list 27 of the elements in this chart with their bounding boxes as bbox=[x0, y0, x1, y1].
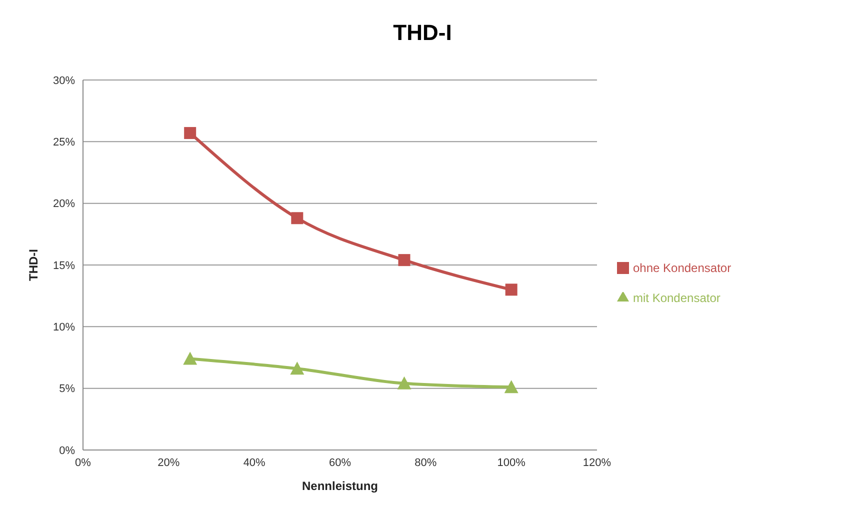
point bbox=[505, 284, 518, 296]
chart-title: THD-I bbox=[392, 19, 453, 47]
legend-label: ohne Kondensator bbox=[633, 260, 732, 274]
point bbox=[504, 380, 518, 394]
point bbox=[291, 212, 304, 224]
x-tick-label: 100% bbox=[497, 456, 526, 469]
y-tick-label: 0% bbox=[59, 444, 76, 457]
point bbox=[397, 376, 412, 390]
x-tick-label: 20% bbox=[158, 456, 180, 469]
point bbox=[398, 254, 410, 266]
y-tick-label: 10% bbox=[52, 322, 76, 334]
x-tick-label: 40% bbox=[243, 456, 266, 469]
y-tick-label: 25% bbox=[52, 136, 76, 149]
legend-label: mit Kondensator bbox=[633, 290, 720, 304]
x-tick-label: 80% bbox=[414, 456, 437, 469]
y-tick-label: 15% bbox=[52, 260, 76, 272]
y-tick-label: 30% bbox=[52, 74, 76, 87]
x-tick-label: 60% bbox=[328, 456, 352, 469]
point bbox=[290, 362, 304, 375]
x-axis-title: Nennleistung bbox=[302, 479, 378, 493]
y-tick-label: 5% bbox=[59, 383, 76, 396]
point bbox=[183, 352, 198, 365]
x-tick-label: 120% bbox=[582, 456, 612, 469]
y-tick-label: 20% bbox=[52, 198, 76, 210]
point bbox=[184, 127, 196, 140]
x-tick-label: 0% bbox=[75, 456, 92, 469]
y-axis-title: THD-I bbox=[26, 249, 40, 281]
